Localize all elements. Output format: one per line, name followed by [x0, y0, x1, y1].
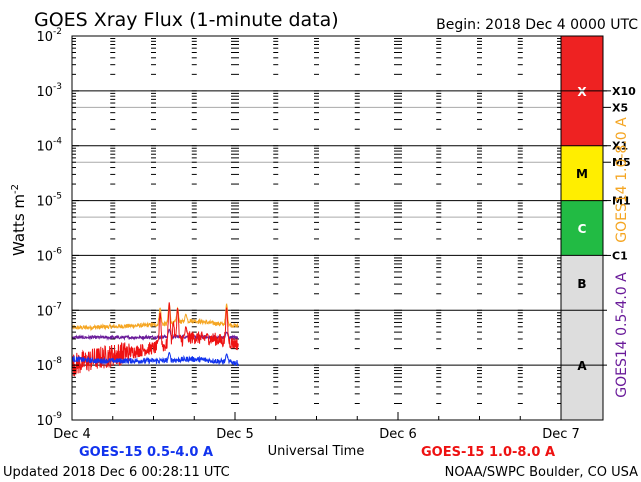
band-m [561, 145, 603, 201]
begin-label: Begin: 2018 Dec 4 0000 UTC [436, 17, 638, 33]
y-tick-label: 10-9 [36, 411, 62, 429]
y-tick-label: 10-6 [36, 246, 62, 264]
updated-timestamp: Updated 2018 Dec 6 00:28:11 UTC [3, 465, 230, 480]
plot-grid [72, 38, 607, 421]
band-c [561, 200, 603, 256]
y-axis-label: Watts m-2 [10, 184, 28, 256]
band-label-x: X [577, 85, 587, 99]
legend-goes15-long: GOES-15 1.0-8.0 A [421, 445, 555, 460]
band-label-c: C [578, 222, 587, 236]
band-b [561, 255, 603, 311]
series-line-3 [71, 351, 239, 367]
y-tick-label: 10-7 [36, 301, 62, 319]
x-axis-label: Universal Time [268, 444, 365, 459]
flare-level-m5: M5 [612, 156, 631, 169]
flare-level-x1: X1 [612, 140, 628, 153]
x-tick-label: Dec 6 [379, 427, 417, 442]
y-tick-label: 10-4 [36, 137, 62, 155]
source-credit: NOAA/SWPC Boulder, CO USA [445, 465, 638, 480]
right-legend: GOES14 1.0-8.0 A GOES14 0.5-4.0 A [614, 117, 630, 398]
band-label-a: A [577, 359, 587, 373]
chart-title: GOES Xray Flux (1-minute data) [34, 9, 339, 31]
x-axis-ticks: Dec 4 Dec 5 Dec 6 Dec 7 [53, 412, 580, 442]
flare-level-x10: X10 [612, 85, 636, 98]
flux-series [71, 302, 239, 377]
x-tick-label: Dec 5 [216, 427, 254, 442]
y-tick-label: 10-3 [36, 82, 62, 100]
legend-goes14-long: GOES14 1.0-8.0 A [614, 117, 630, 243]
flare-level-labels: X10 X5 X1 M5 M1 C1 [603, 85, 636, 262]
flare-level-m1: M1 [612, 195, 631, 208]
y-tick-label: 10-2 [36, 27, 62, 45]
flare-level-x5: X5 [612, 101, 628, 114]
flare-level-c1: C1 [612, 249, 628, 262]
bottom-legend: GOES-15 0.5-4.0 A GOES-15 1.0-8.0 A [79, 445, 555, 460]
x-tick-label: Dec 7 [542, 427, 580, 442]
y-axis-ticks: 10-2 10-3 10-4 10-5 10-6 10-7 10-8 10-9 [36, 27, 79, 429]
class-bands: X M C B A [560, 35, 604, 421]
legend-goes15-short: GOES-15 0.5-4.0 A [79, 445, 213, 460]
x-tick-label: Dec 4 [53, 427, 91, 442]
legend-goes14-short: GOES14 0.5-4.0 A [614, 272, 630, 398]
series-line-0 [71, 302, 239, 332]
band-label-b: B [577, 277, 586, 291]
y-tick-label: 10-5 [36, 192, 62, 210]
band-label-m: M [576, 167, 588, 181]
y-tick-label: 10-8 [36, 356, 62, 374]
